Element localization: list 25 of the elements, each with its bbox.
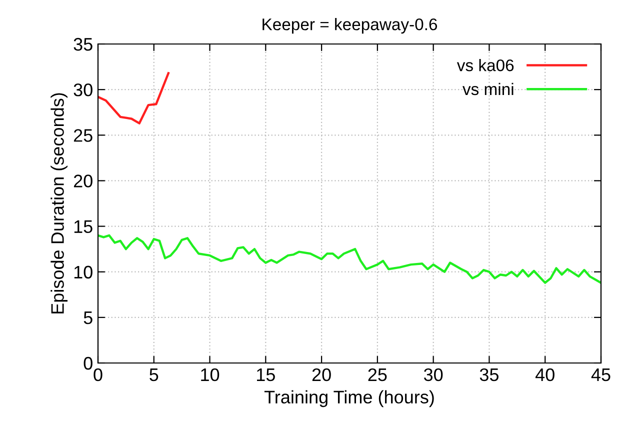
y-tick-label: 5 <box>84 312 92 324</box>
y-tick-label: 35 <box>74 38 92 51</box>
line-series <box>98 234 601 284</box>
x-tick-label: 5 <box>150 368 158 382</box>
chart-title: Keeper = keepaway-0.6 <box>262 18 438 34</box>
y-tick-label: 15 <box>74 220 92 234</box>
y-tick-label: 30 <box>74 84 92 96</box>
line-series <box>98 72 170 124</box>
x-tick-label: 40 <box>535 368 554 382</box>
legend-label: vs mini <box>462 82 514 96</box>
x-tick-label: 20 <box>312 368 331 382</box>
x-tick-label: 45 <box>591 368 610 382</box>
x-tick-label: 0 <box>94 368 102 382</box>
y-axis-title: Episode Duration (seconds) <box>50 93 68 314</box>
x-tick-label: 30 <box>424 368 443 382</box>
y-tick-label: 10 <box>74 266 92 279</box>
y-tick-label: 25 <box>74 129 92 142</box>
x-tick-label: 35 <box>480 368 499 382</box>
y-tick-label: 20 <box>74 174 92 188</box>
legend-label: vs ka06 <box>456 59 514 72</box>
x-tick-label: 15 <box>257 368 275 382</box>
x-axis-title: Training Time (hours) <box>264 390 434 408</box>
x-tick-label: 10 <box>201 368 220 382</box>
x-tick-label: 25 <box>368 368 387 382</box>
y-tick-label: 0 <box>84 356 92 370</box>
